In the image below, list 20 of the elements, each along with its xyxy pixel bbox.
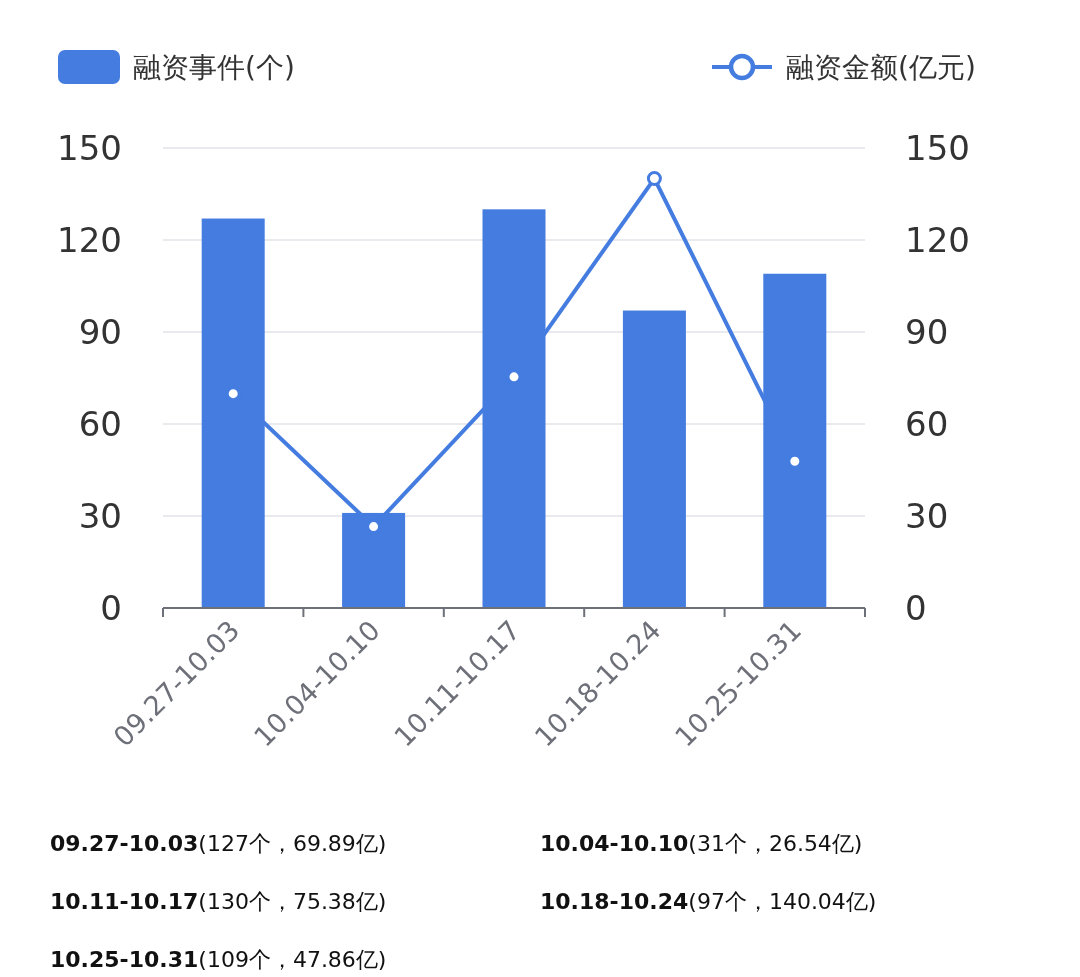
y2-tick-label: 30 — [905, 496, 949, 536]
text: 10.25-10.31(109个，47.86亿) — [50, 947, 387, 972]
y-tick-label: 150 — [57, 128, 122, 168]
y-tick-label: 30 — [78, 496, 122, 536]
text: 10.04-10.10(31个，26.54亿) — [540, 831, 863, 856]
legend-label: 融资事件(个) — [133, 51, 295, 84]
text: 10.11-10.17(130个，75.38亿) — [50, 889, 387, 914]
y2-tick-label: 150 — [905, 128, 970, 168]
y-tick-label: 90 — [78, 312, 122, 352]
legend-label: 融资金额(亿元) — [786, 51, 976, 84]
text: 10.18-10.24(97个，140.04亿) — [540, 889, 877, 914]
y2-tick-label: 90 — [905, 312, 949, 352]
text: 09.27-10.03(127个，69.89亿) — [50, 831, 387, 856]
y2-tick-label: 60 — [905, 404, 949, 444]
y2-tick-label: 120 — [905, 220, 970, 260]
y-tick-label: 60 — [78, 404, 122, 444]
y-tick-label: 0 — [100, 588, 122, 628]
point — [646, 171, 662, 187]
y-tick-label: 120 — [57, 220, 122, 260]
y2-tick-label: 0 — [905, 588, 927, 628]
